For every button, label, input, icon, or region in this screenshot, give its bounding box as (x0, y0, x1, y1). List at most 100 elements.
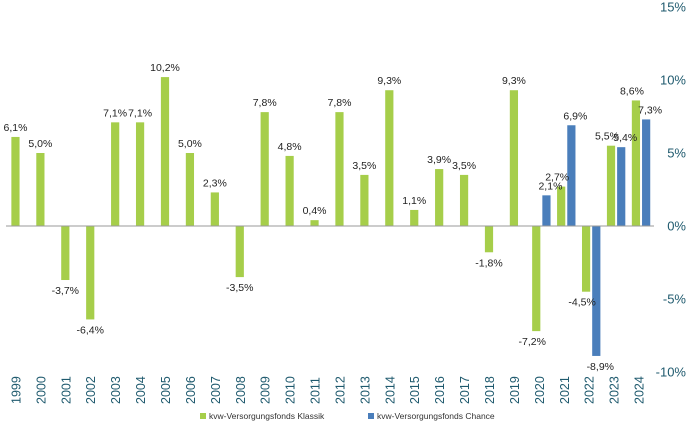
y-tick-label: 10% (660, 73, 686, 88)
data-label: 7,8% (253, 97, 277, 109)
data-label: 5,0% (28, 138, 52, 150)
y-axis-ticks: -10% -5% 0% 5% 10% 15% (656, 0, 687, 380)
data-label: 7,8% (327, 97, 351, 109)
x-tick-label: 2018 (483, 376, 497, 404)
x-tick-label: 2003 (109, 376, 123, 404)
data-labels: 6,1%5,0%-3,7%-6,4%7,1% 7,1%10,2%5,0%2,3%-… (3, 62, 662, 373)
bar-klassik-2012 (335, 112, 344, 226)
data-label: -6,4% (77, 324, 104, 336)
x-tick-label: 2015 (408, 376, 422, 404)
data-label: 7,3% (638, 104, 662, 116)
data-label: -8,9% (587, 361, 614, 373)
bar-klassik-2010 (285, 155, 294, 226)
bar-klassik-2017 (459, 174, 469, 226)
data-label: 7,1% (128, 107, 152, 119)
data-label: 5,0% (178, 138, 202, 150)
bar-klassik-2002 (86, 226, 95, 320)
bar-chance-2021 (567, 125, 576, 226)
bar-klassik-2018 (484, 226, 494, 253)
x-axis-ticks: 1999 2000 2001 2002 2003 2004 2005 2006 2007 2008… (9, 376, 646, 404)
data-label: 2,7% (545, 172, 569, 184)
x-tick-label: 2010 (284, 376, 298, 404)
bar-klassik-2021 (557, 186, 566, 226)
data-label: 5,5% (595, 131, 619, 143)
x-tick-label: 2004 (134, 376, 148, 404)
bar-klassik-2006 (185, 153, 195, 226)
legend-swatch (200, 413, 206, 419)
y-tick-label: -10% (656, 365, 687, 380)
bar-klassik-2008 (235, 226, 244, 278)
x-tick-label: 2012 (333, 376, 347, 404)
bar-klassik-2005 (160, 77, 170, 226)
bar-klassik-2011 (310, 220, 319, 226)
x-tick-label: 2008 (234, 376, 248, 404)
data-label: -4,5% (568, 297, 595, 309)
x-tick-label: 2022 (583, 376, 597, 404)
bar-chance-2023 (617, 147, 626, 226)
legend-label: kvw-Versorgungsfonds Chance (377, 411, 495, 421)
y-tick-label: 15% (660, 0, 686, 15)
y-tick-label: 0% (667, 219, 686, 234)
x-tick-label: 2014 (383, 376, 397, 404)
data-label: 2,1% (538, 180, 562, 192)
x-tick-label: 2007 (209, 376, 223, 404)
x-tick-label: 2020 (533, 376, 547, 404)
data-label: -1,8% (475, 257, 502, 269)
x-tick-label: 2021 (558, 376, 572, 404)
x-tick-label: 2016 (433, 376, 447, 404)
x-tick-label: 2024 (633, 376, 647, 404)
bar-klassik-2020 (532, 226, 541, 332)
data-label: 0,4% (303, 205, 327, 217)
data-label: 6,1% (3, 122, 27, 134)
x-tick-label: 2011 (309, 377, 323, 404)
x-tick-label: 1999 (9, 376, 23, 404)
data-label: 3,5% (352, 160, 376, 172)
bar-klassik-2003 (111, 122, 120, 226)
data-label: 7,1% (103, 107, 127, 119)
bar-klassik-2019 (509, 90, 519, 226)
data-label: -3,7% (52, 285, 79, 297)
bar-klassik-2007 (210, 192, 219, 226)
bar-klassik-2024 (631, 100, 641, 226)
data-label: 10,2% (150, 62, 180, 74)
data-label: -3,5% (226, 282, 253, 294)
bar-chance-2020 (542, 195, 551, 226)
x-tick-label: 2001 (59, 376, 73, 404)
legend: kvw-Versorgungsfonds Klassik kvw-Versorgu… (200, 411, 495, 421)
data-label: 5,4% (613, 132, 637, 144)
bar-klassik-2022 (581, 226, 591, 292)
x-tick-label: 2006 (184, 376, 198, 404)
legend-label: kvw-Versorgungsfonds Klassik (209, 411, 325, 421)
x-tick-label: 2009 (259, 376, 273, 404)
data-label: 9,3% (377, 75, 401, 87)
data-label: 9,3% (502, 75, 526, 87)
data-label: 6,9% (563, 110, 587, 122)
x-tick-label: 2002 (84, 376, 98, 404)
y-tick-label: -5% (663, 292, 687, 307)
data-label: 4,8% (278, 141, 302, 153)
bar-klassik-2014 (385, 90, 394, 226)
x-tick-label: 2005 (159, 376, 173, 404)
x-tick-label: 2000 (34, 376, 48, 404)
x-tick-label: 2013 (358, 376, 372, 404)
x-tick-label: 2019 (508, 376, 522, 404)
bar-chance-2022 (592, 226, 601, 356)
bar-klassik-2004 (135, 122, 145, 226)
x-tick-label: 2017 (458, 376, 472, 404)
bar-chance-2024 (642, 119, 651, 226)
data-label: 1,1% (402, 195, 426, 207)
bars (11, 77, 651, 356)
data-label: 3,5% (452, 160, 476, 172)
bar-klassik-2023 (606, 145, 616, 226)
bar-klassik-2013 (360, 174, 369, 226)
x-tick-label: 2023 (608, 376, 622, 404)
data-label: 8,6% (620, 85, 644, 97)
data-label: 2,3% (203, 177, 227, 189)
bar-klassik-2001 (61, 226, 70, 281)
data-label: 3,9% (427, 154, 451, 166)
bar-klassik-2016 (435, 169, 444, 226)
bar-klassik-1999 (11, 136, 20, 226)
y-tick-label: 5% (667, 146, 686, 161)
bar-klassik-2009 (260, 112, 269, 226)
